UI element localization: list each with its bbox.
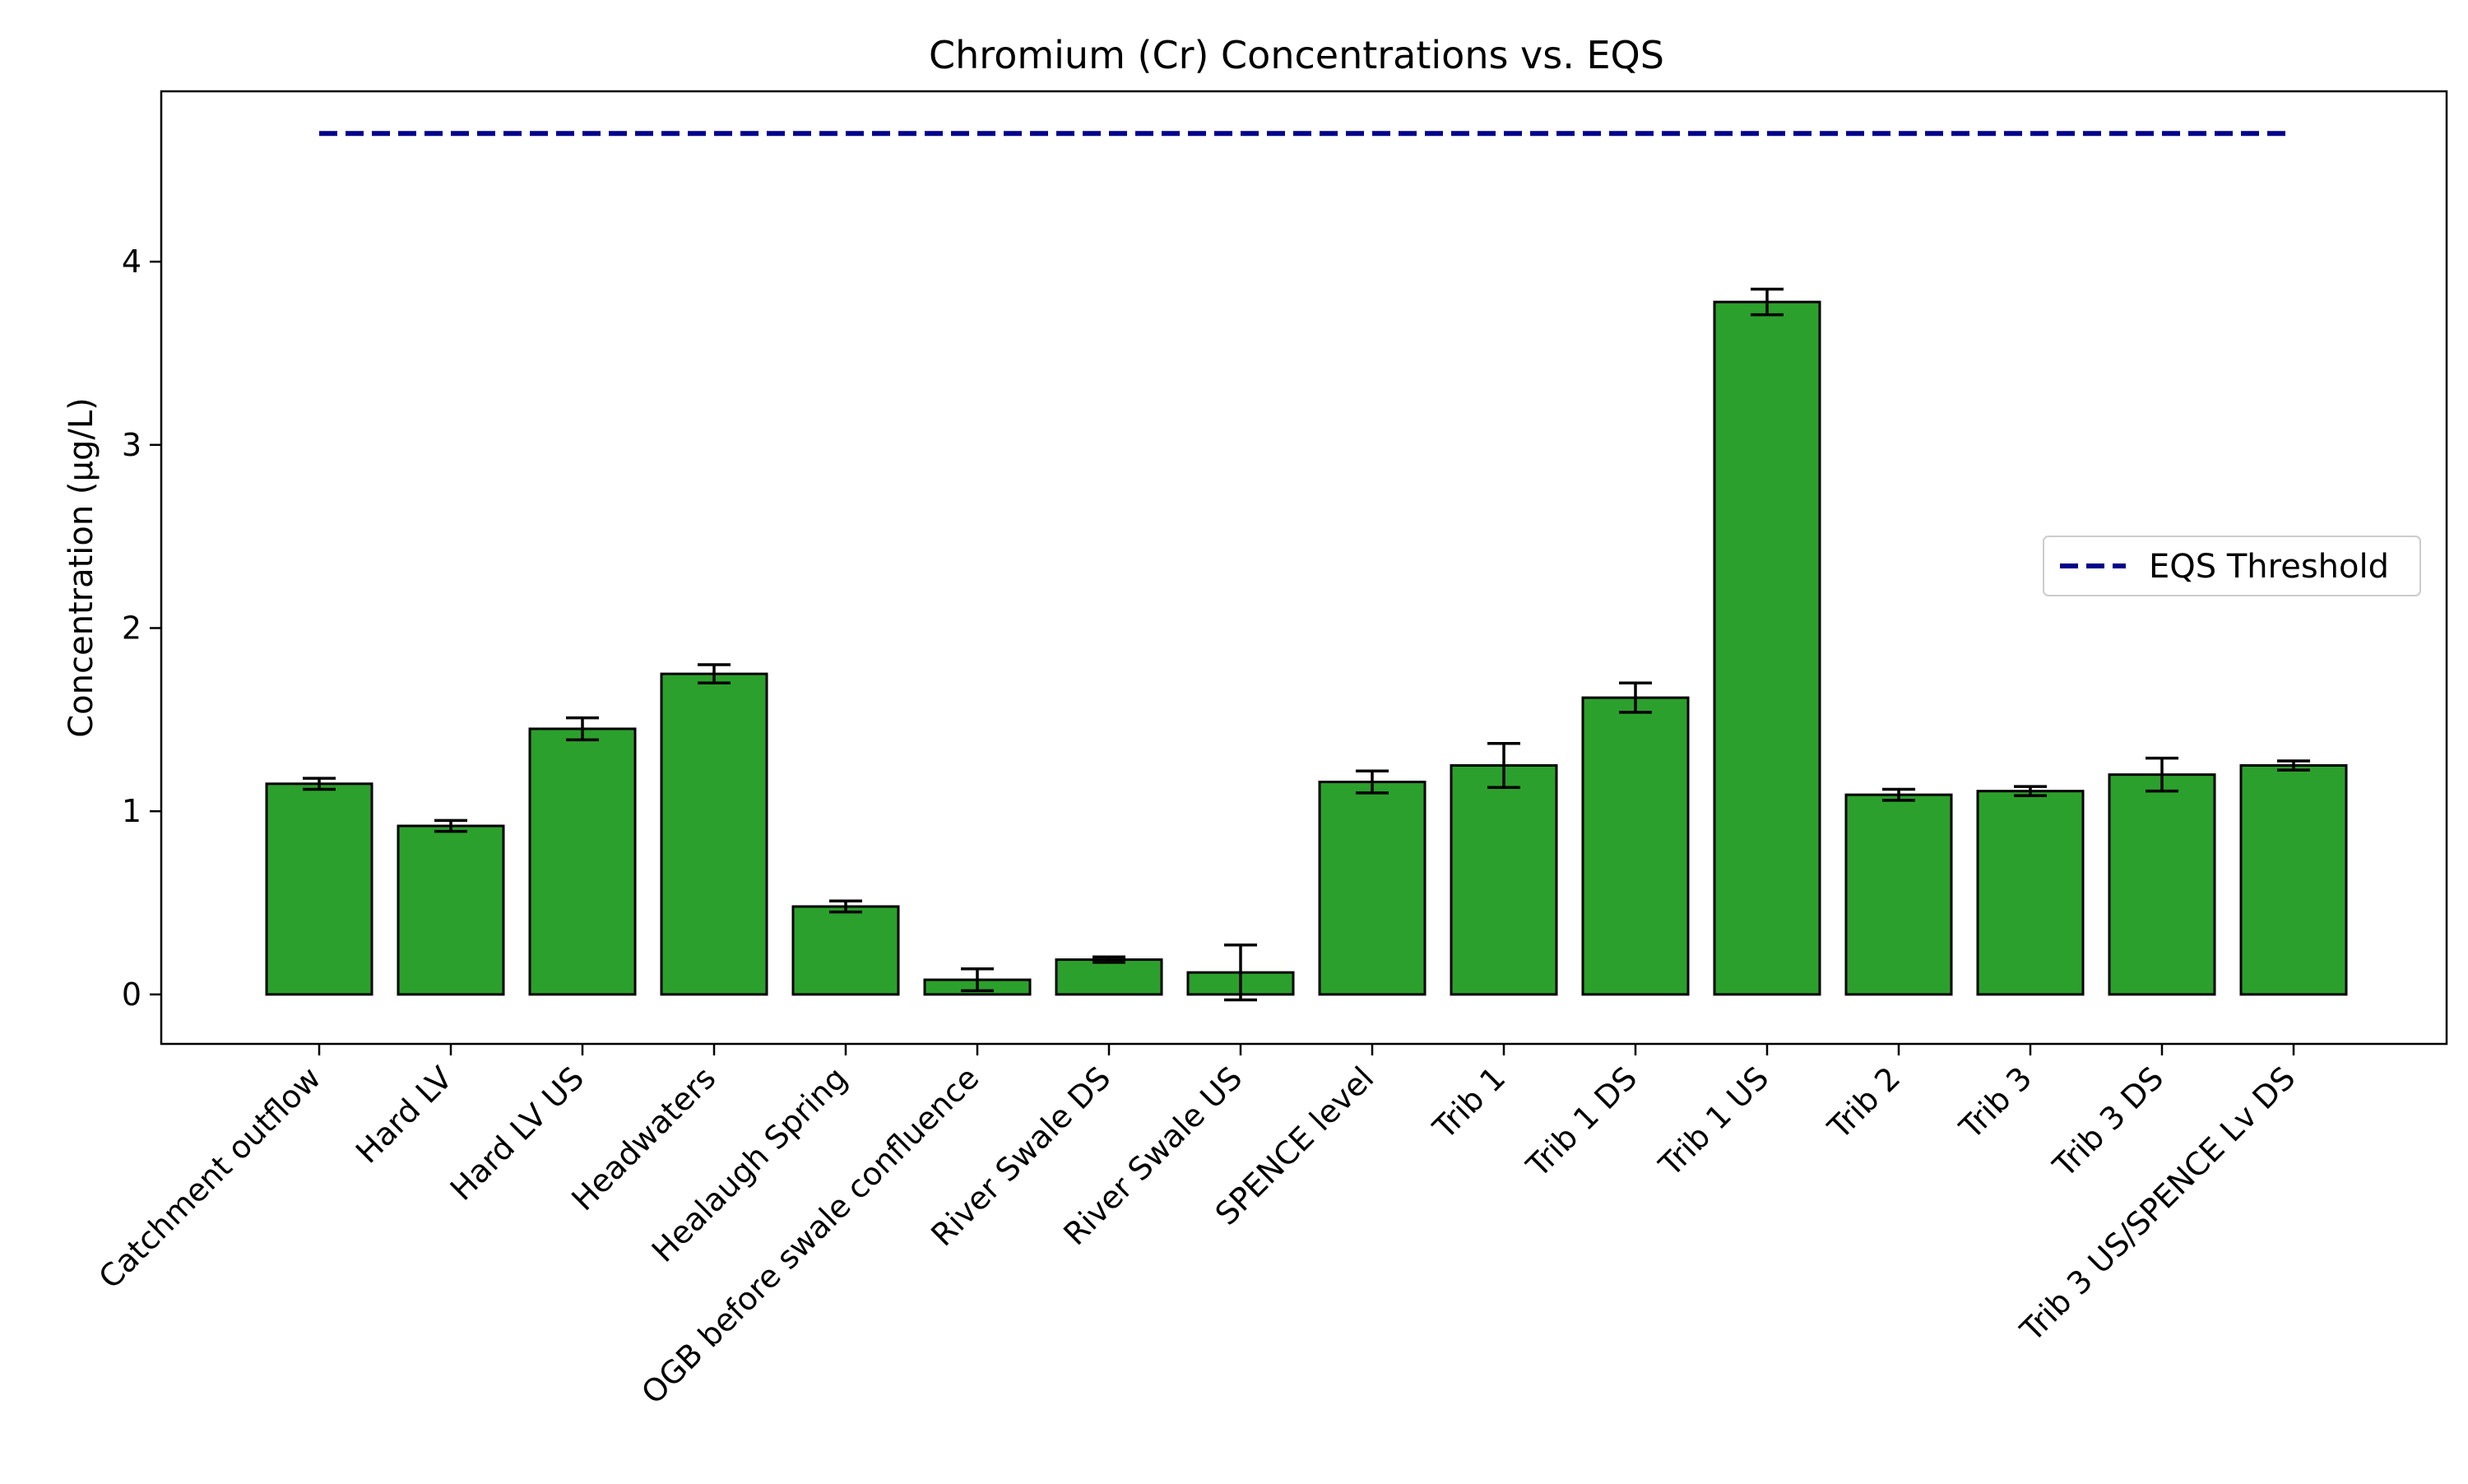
legend-threshold-label: EQS Threshold <box>2149 548 2389 586</box>
y-tick-label: 2 <box>122 610 141 646</box>
error-bars <box>303 287 2310 1002</box>
plot-area <box>160 90 2448 1046</box>
legend: EQS Threshold <box>2043 536 2421 596</box>
axes-frame <box>160 90 2448 1046</box>
y-tick-label: 1 <box>122 793 141 829</box>
bars <box>265 300 2348 996</box>
bar <box>1976 790 2085 996</box>
bar <box>1713 300 1821 996</box>
bar <box>1318 781 1427 996</box>
bar <box>791 905 900 996</box>
bar <box>2239 764 2348 996</box>
y-axis-label: Concentration (µg/L) <box>63 397 100 738</box>
bar <box>1844 793 1953 996</box>
bar <box>1450 764 1558 996</box>
bar <box>265 782 373 996</box>
y-tick-label: 0 <box>122 976 141 1013</box>
legend-box <box>2043 536 2421 596</box>
bar <box>528 727 637 996</box>
y-tick-label: 3 <box>122 427 141 463</box>
bar <box>397 824 505 996</box>
bar <box>660 672 768 996</box>
bar <box>1581 696 1690 996</box>
bar <box>2108 773 2216 996</box>
y-tick-label: 4 <box>122 243 141 280</box>
bar <box>1055 958 1163 996</box>
chart-title: Chromium (Cr) Concentrations vs. EQS <box>929 33 1664 77</box>
y-axis-ticks: 0 1 2 3 4 <box>122 243 161 1013</box>
